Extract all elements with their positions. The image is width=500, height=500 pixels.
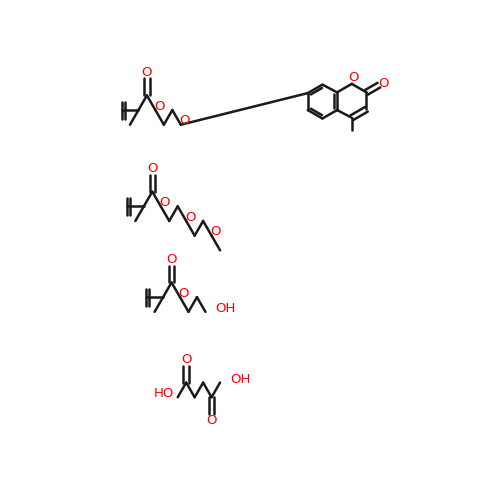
Text: O: O [185,210,196,224]
Text: O: O [378,77,389,90]
Text: O: O [160,196,170,209]
Text: OH: OH [230,373,250,386]
Text: O: O [210,226,220,238]
Text: O: O [180,114,190,128]
Text: HO: HO [154,387,174,400]
Text: O: O [181,353,192,366]
Text: O: O [147,162,158,175]
Text: O: O [154,100,164,112]
Text: O: O [348,71,358,84]
Text: O: O [142,66,152,79]
Text: OH: OH [216,302,236,316]
Text: O: O [206,414,217,427]
Text: O: O [178,287,189,300]
Text: O: O [166,253,177,266]
